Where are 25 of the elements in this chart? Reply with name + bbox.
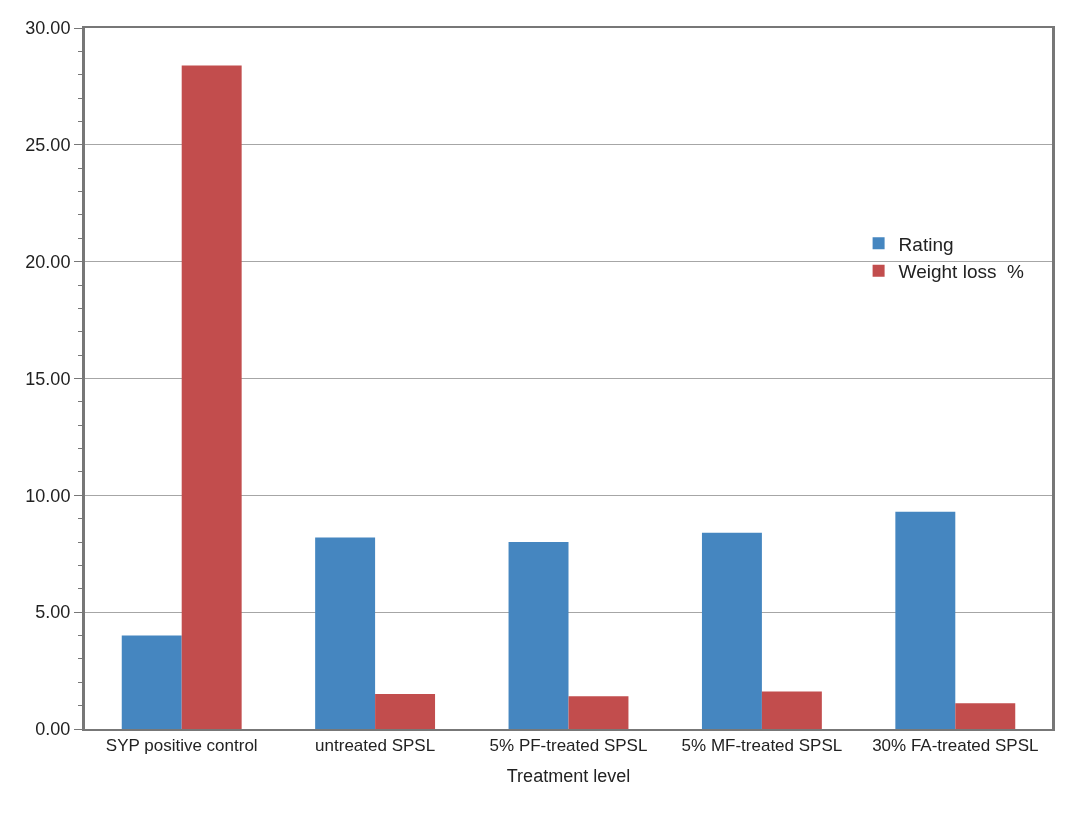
y-tick-label: 0.00 (35, 719, 71, 740)
bar (181, 65, 242, 729)
bar (895, 511, 956, 729)
bar (121, 635, 182, 729)
bar (508, 542, 569, 729)
x-tick-label: 5% MF-treated SPSL (681, 736, 843, 756)
x-tick-label: 5% PF-treated SPSL (489, 736, 648, 756)
bar (375, 693, 436, 729)
legend-label: Weight loss % (898, 261, 1025, 283)
bar (761, 691, 822, 729)
y-tick-label: 15.00 (25, 368, 71, 389)
legend-label: Rating (898, 233, 954, 255)
y-tick-label: 10.00 (25, 485, 71, 506)
bar (955, 703, 1016, 729)
x-tick-label: untreated SPSL (315, 736, 436, 756)
bar (701, 532, 762, 729)
x-axis-title: Treatment level (506, 766, 631, 786)
x-tick-label: 30% FA-treated SPSL (872, 736, 1039, 756)
y-tick-label: 20.00 (25, 251, 71, 272)
y-tick-label: 5.00 (35, 602, 71, 623)
bar (568, 696, 629, 729)
bar (315, 537, 376, 729)
y-tick-label: 30.00 (25, 18, 71, 39)
x-tick-label: SYP positive control (105, 736, 258, 756)
y-tick-label: 25.00 (25, 135, 71, 156)
